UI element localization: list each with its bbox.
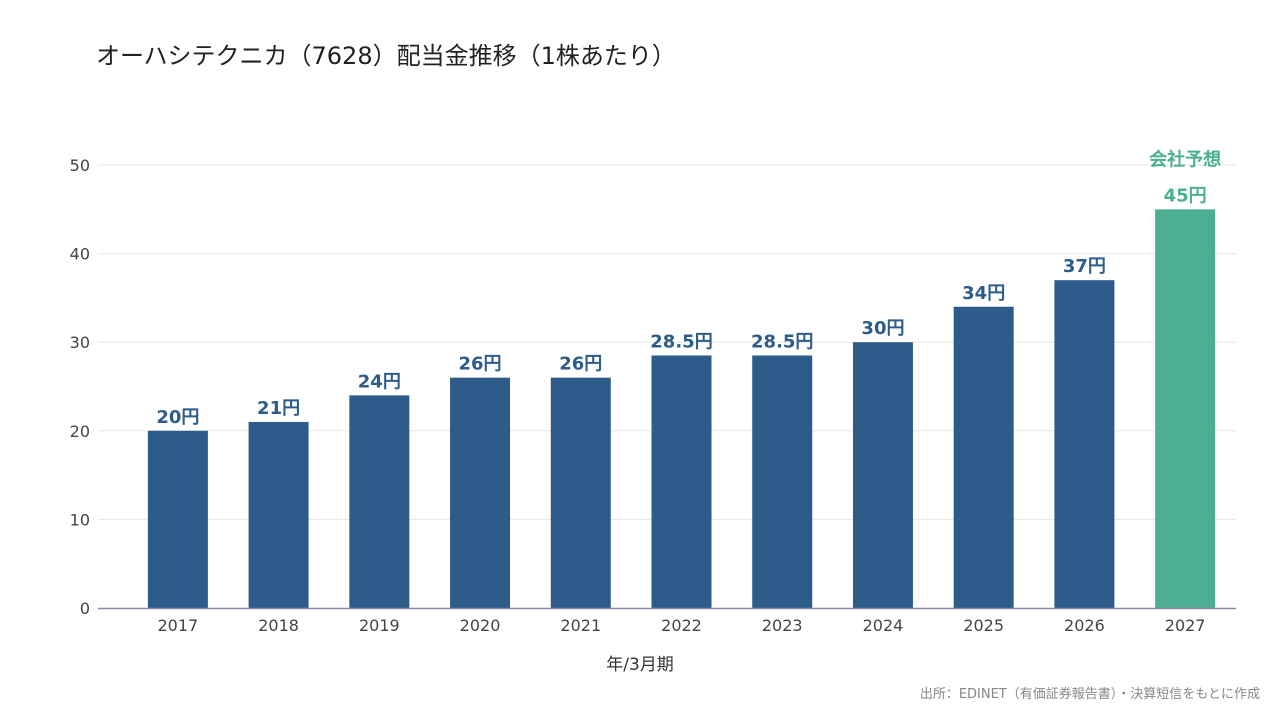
x-tick-label: 2022 [661, 616, 702, 635]
x-tick-label: 2023 [762, 616, 803, 635]
chart-title: オーハシテクニカ（7628）配当金推移（1株あたり） [96, 42, 676, 70]
bar [550, 377, 611, 608]
value-label: 37円 [1063, 256, 1106, 277]
y-tick-label: 40 [70, 245, 90, 264]
value-label: 34円 [962, 283, 1005, 304]
y-tick-label: 10 [70, 510, 90, 529]
x-tick-label: 2027 [1165, 616, 1206, 635]
y-tick-label: 20 [70, 422, 90, 441]
x-tick-label: 2020 [460, 616, 501, 635]
bar [450, 377, 511, 608]
value-label: 28.5円 [751, 331, 813, 352]
bar [147, 430, 208, 608]
value-label: 21円 [257, 398, 300, 419]
x-tick-label: 2024 [863, 616, 904, 635]
bar-forecast [1155, 209, 1216, 609]
bar [1054, 280, 1115, 608]
y-tick-labels: 0 10 20 30 40 50 [70, 156, 90, 618]
bar [248, 421, 309, 608]
source-note: 出所：EDINET（有価証券報告書）・決算短信をもとに作成 [919, 687, 1260, 702]
bar [953, 306, 1014, 608]
value-label: 26円 [459, 354, 502, 375]
bar [651, 355, 712, 608]
value-label: 30円 [861, 318, 904, 339]
value-label: 45円 [1164, 185, 1207, 206]
y-tick-label: 30 [70, 333, 90, 352]
x-tick-label: 2026 [1064, 616, 1105, 635]
x-tick-label: 2021 [560, 616, 601, 635]
x-tick-label: 2025 [963, 616, 1004, 635]
x-axis-label: 年/3月期 [606, 655, 674, 675]
bar [752, 355, 813, 608]
value-label: 28.5円 [650, 331, 712, 352]
value-label: 26円 [559, 354, 602, 375]
forecast-label: 会社予想 [1149, 148, 1221, 170]
x-tick-label: 2018 [258, 616, 299, 635]
y-tick-label: 0 [80, 599, 90, 618]
value-labels: 20円 21円 24円 26円 26円 28.5円 28.5円 30円 34円 37円 45円 会社予… [156, 148, 1221, 428]
y-tick-label: 50 [70, 156, 90, 175]
x-tick-labels: 2017 2018 2019 2020 2021 2022 2023 2024 2025 2026… [158, 616, 1206, 635]
bar [852, 342, 913, 608]
bars [147, 209, 1216, 609]
value-label: 24円 [358, 371, 401, 392]
bar [349, 395, 410, 608]
x-tick-label: 2017 [158, 616, 199, 635]
value-label: 20円 [156, 407, 199, 428]
x-tick-label: 2019 [359, 616, 400, 635]
